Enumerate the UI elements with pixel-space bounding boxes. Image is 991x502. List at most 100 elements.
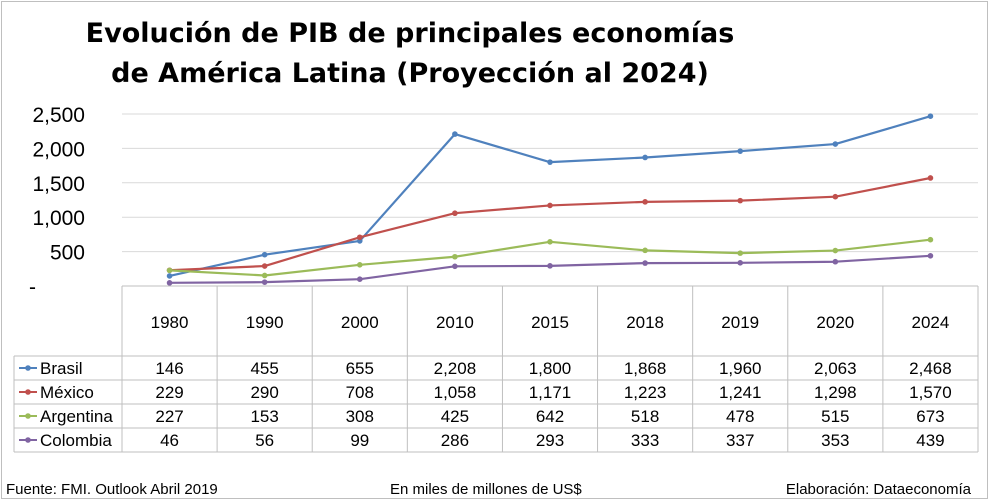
credit-note: Elaboración: Dataeconomía xyxy=(785,481,971,498)
table-cell-value: 2,468 xyxy=(909,359,952,378)
data-point xyxy=(927,236,934,243)
y-tick-label: 1,500 xyxy=(32,173,85,196)
data-point xyxy=(832,247,839,254)
table-cell-value: 56 xyxy=(255,431,274,450)
data-point xyxy=(452,263,458,270)
legend-label: Colombia xyxy=(40,431,112,450)
y-tick-label: 1,000 xyxy=(32,207,85,230)
data-point xyxy=(452,253,458,260)
x-tick-label: 2010 xyxy=(436,313,474,332)
data-point xyxy=(547,159,553,165)
table-cell-value: 286 xyxy=(441,431,469,450)
legend-key-marker xyxy=(25,389,31,395)
data-point xyxy=(261,263,268,269)
data-point xyxy=(547,239,553,245)
table-cell-value: 1,171 xyxy=(529,383,572,402)
y-tick-label: 2,000 xyxy=(32,138,85,161)
data-point xyxy=(166,267,173,274)
table-cell-value: 642 xyxy=(536,407,564,426)
data-point xyxy=(356,262,363,268)
data-point xyxy=(642,154,648,161)
table-cell-value: 99 xyxy=(350,431,369,450)
data-point xyxy=(356,234,363,241)
x-tick-label: 2019 xyxy=(721,313,759,332)
table-cell-value: 290 xyxy=(250,383,278,402)
legend-key-marker xyxy=(25,365,31,371)
table-cell-value: 518 xyxy=(631,407,659,426)
table-cell-value: 337 xyxy=(726,431,754,450)
data-point xyxy=(737,148,744,154)
table-cell-value: 2,063 xyxy=(814,359,857,378)
table-cell-value: 1,800 xyxy=(529,359,572,378)
table-cell-value: 515 xyxy=(821,407,849,426)
x-tick-label: 2020 xyxy=(816,313,854,332)
x-tick-label: 2015 xyxy=(531,313,569,332)
table-cell-value: 1,868 xyxy=(624,359,667,378)
table-cell-value: 293 xyxy=(536,431,564,450)
data-point xyxy=(166,273,173,279)
data-point xyxy=(547,202,553,209)
x-tick-label: 2018 xyxy=(626,313,664,332)
data-point xyxy=(547,263,553,269)
table-cell-value: 673 xyxy=(916,407,944,426)
table-cell-value: 478 xyxy=(726,407,754,426)
units-note: En miles de millones de US$ xyxy=(390,481,582,498)
table-cell-value: 227 xyxy=(155,407,183,426)
y-tick-label: - xyxy=(29,276,36,299)
table-cell-value: 333 xyxy=(631,431,659,450)
chart-title: Evolución de PIB de principales economía… xyxy=(85,18,735,89)
table-cell-value: 455 xyxy=(250,359,278,378)
data-point xyxy=(642,199,648,205)
source-note: Fuente: FMI. Outlook Abril 2019 xyxy=(6,481,218,498)
legend-label: Argentina xyxy=(40,407,113,426)
table-cell-value: 146 xyxy=(155,359,183,378)
data-point xyxy=(261,272,268,279)
data-point xyxy=(737,197,744,204)
table-cell-value: 439 xyxy=(916,431,944,450)
legend-key-marker xyxy=(25,437,31,443)
data-point xyxy=(832,258,839,265)
series-line-argentina xyxy=(169,238,931,277)
data-point xyxy=(737,260,744,266)
data-point xyxy=(452,210,458,217)
data-point xyxy=(261,251,268,258)
data-point xyxy=(642,260,648,266)
x-tick-label: 1980 xyxy=(151,313,189,332)
series-line-méxico xyxy=(169,176,931,272)
table-cell-value: 655 xyxy=(346,359,374,378)
data-point xyxy=(356,276,363,282)
data-point xyxy=(261,279,268,285)
x-tick-label: 2000 xyxy=(341,313,379,332)
data-point xyxy=(642,247,648,254)
table-cell-value: 1,223 xyxy=(624,383,667,402)
table-cell-value: 1,241 xyxy=(719,383,762,402)
table-cell-value: 46 xyxy=(160,431,179,450)
data-point xyxy=(737,250,744,256)
legend-label: México xyxy=(40,383,94,402)
table-cell-value: 1,298 xyxy=(814,383,857,402)
y-tick-label: 500 xyxy=(50,242,85,265)
table-cell-value: 1,960 xyxy=(719,359,762,378)
table-cell-value: 1,570 xyxy=(909,383,952,402)
table-cell-value: 353 xyxy=(821,431,849,450)
data-point xyxy=(927,252,934,259)
table-cell-value: 153 xyxy=(250,407,278,426)
data-point xyxy=(166,280,173,286)
data-point xyxy=(452,131,458,137)
data-point xyxy=(927,113,934,120)
table-cell-value: 2,208 xyxy=(434,359,477,378)
data-point xyxy=(832,141,839,147)
x-tick-label: 1990 xyxy=(246,313,284,332)
data-point xyxy=(832,193,839,200)
table-cell-value: 1,058 xyxy=(434,383,477,402)
legend-label: Brasil xyxy=(40,359,83,378)
table-cell-value: 229 xyxy=(155,383,183,402)
table-cell-value: 308 xyxy=(346,407,374,426)
y-tick-label: 2,500 xyxy=(32,104,85,127)
x-tick-label: 2024 xyxy=(912,313,950,332)
data-point xyxy=(927,175,934,181)
table-cell-value: 425 xyxy=(441,407,469,426)
table-cell-value: 708 xyxy=(346,383,374,402)
